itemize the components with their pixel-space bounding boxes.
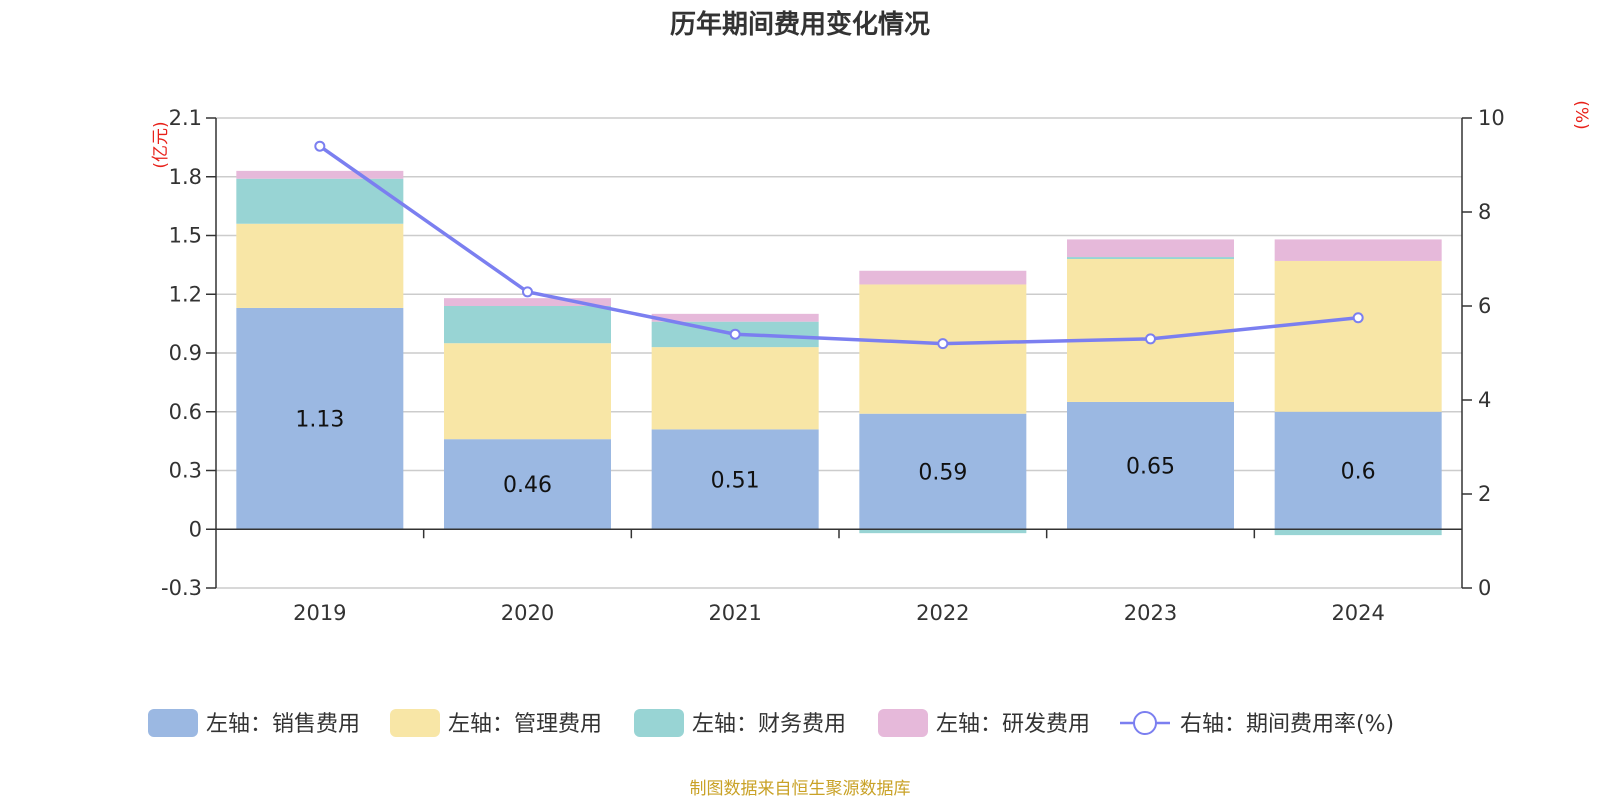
bar [236, 223, 404, 308]
line-point [729, 328, 741, 340]
x-tick-label: 2022 [916, 601, 969, 625]
line-series [314, 140, 1364, 350]
bar [859, 529, 1027, 534]
left-tick-label: -0.3 [161, 576, 202, 600]
line-point [1352, 312, 1364, 324]
left-tick-label: 1.8 [169, 165, 202, 189]
legend-swatch [634, 709, 684, 737]
legend-label: 左轴：管理费用 [448, 712, 602, 737]
bar [444, 439, 611, 530]
left-tick-label: 0 [189, 517, 202, 541]
x-tick-label: 2023 [1124, 601, 1177, 625]
x-tick-label: 2020 [501, 601, 554, 625]
bar [1067, 257, 1234, 259]
right-tick-label: 4 [1478, 388, 1491, 412]
chart-title: 历年期间费用变化情况 [670, 9, 930, 40]
legend-swatch [148, 709, 198, 737]
right-tick-label: 10 [1478, 106, 1505, 130]
right-tick-label: 2 [1478, 482, 1491, 506]
bar [236, 170, 404, 179]
legend: 左轴：销售费用 左轴：管理费用 左轴：财务费用 左轴：研发费用 右轴：期间费用率(%) [148, 709, 1394, 737]
data-labels: 1.13 0.46 0.51 0.59 0.65 0.6 [295, 408, 1375, 499]
x-tick-label: 2021 [708, 601, 761, 625]
left-axis-unit: (亿元) [151, 121, 171, 168]
legend-swatch [390, 709, 440, 737]
bar-data-label: 0.51 [711, 468, 760, 493]
legend-label: 右轴：期间费用率(%) [1180, 712, 1394, 737]
bar-data-label: 0.6 [1341, 460, 1376, 485]
source-note: 制图数据来自恒生聚源数据库 [690, 779, 911, 799]
bar [859, 413, 1027, 530]
bar [1067, 259, 1234, 402]
bar-data-label: 0.59 [918, 460, 967, 485]
legend-label: 左轴：财务费用 [692, 712, 846, 737]
left-tick-label: 0.9 [169, 341, 202, 365]
bar [444, 306, 611, 344]
line-path [318, 144, 1359, 346]
x-tick-label: 2019 [293, 601, 346, 625]
bar-series [236, 170, 1442, 536]
bar [1274, 260, 1442, 412]
left-tick-label: 1.5 [169, 224, 202, 248]
legend-label: 左轴：销售费用 [206, 712, 360, 737]
right-tick-label: 0 [1478, 576, 1491, 600]
right-axis-unit: (%) [1571, 100, 1591, 129]
line-point [314, 140, 326, 152]
bar-data-label: 0.65 [1126, 455, 1175, 480]
line-point [522, 286, 533, 298]
bar [1274, 529, 1442, 536]
bar [444, 298, 611, 306]
bar-data-label: 1.13 [295, 408, 344, 433]
legend-line-marker [1133, 711, 1157, 735]
bar [1067, 239, 1234, 258]
bar [1274, 239, 1442, 261]
legend-label: 左轴：研发费用 [936, 712, 1090, 737]
left-tick-label: 2.1 [169, 106, 202, 130]
bar [1274, 411, 1442, 530]
bar [236, 307, 404, 530]
gridlines [216, 117, 1462, 589]
bar [1067, 401, 1234, 530]
bar [651, 347, 819, 430]
bar [859, 270, 1027, 285]
legend-swatch [878, 709, 928, 737]
right-tick-label: 8 [1478, 200, 1491, 224]
left-tick-label: 0.3 [169, 459, 202, 483]
axes: 2.1 1.8 1.5 1.2 0.9 0.6 0.3 0 -0.3 10 8 6 4 2 0 2019 202… [161, 106, 1505, 625]
bar [651, 313, 819, 322]
bar [651, 429, 819, 530]
left-tick-label: 0.6 [169, 400, 202, 424]
bar-data-label: 0.46 [503, 473, 552, 498]
line-point [937, 338, 949, 350]
right-tick-label: 6 [1478, 294, 1491, 318]
bar [444, 343, 611, 440]
x-tick-label: 2024 [1331, 601, 1384, 625]
line-point [1145, 333, 1156, 345]
left-tick-label: 1.2 [169, 282, 202, 306]
